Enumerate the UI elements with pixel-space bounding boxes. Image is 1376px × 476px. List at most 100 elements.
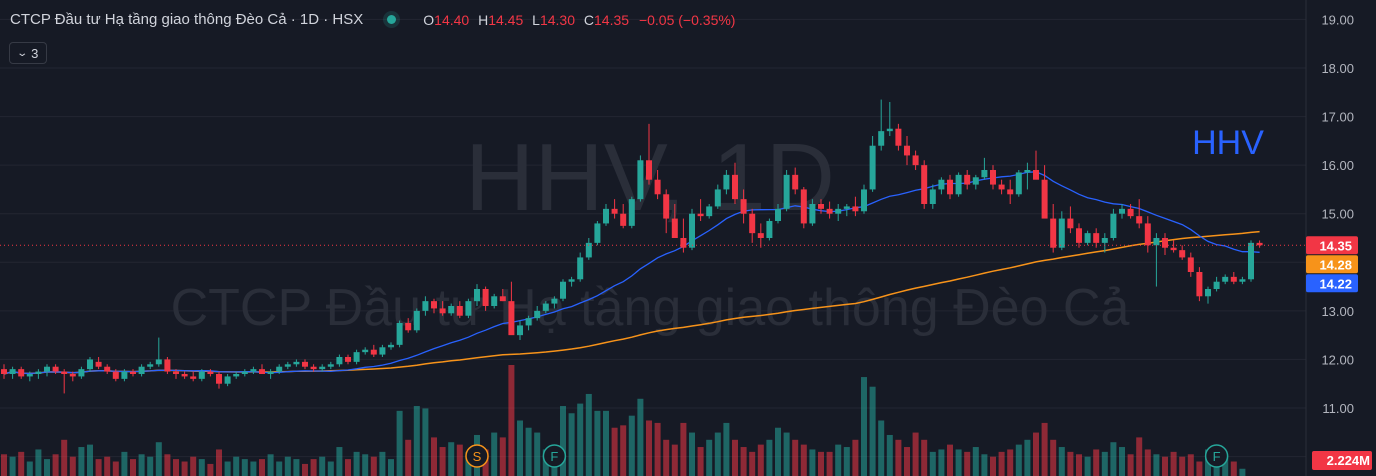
candle-body (972, 177, 979, 185)
candle-body (1041, 179, 1048, 219)
candle-body (628, 199, 635, 226)
volume-bar (1230, 461, 1237, 476)
indicators-toggle-button[interactable]: ⌄ 3 (9, 42, 47, 64)
volume-bar (405, 439, 412, 476)
candle-body (646, 160, 652, 180)
volume-bar (147, 456, 154, 476)
event-marker-label: S (473, 449, 482, 464)
candle-body (1205, 289, 1211, 297)
volume-bar (336, 447, 343, 476)
volume-bar (241, 459, 248, 476)
volume-bar (1127, 454, 1134, 476)
volume-bar (620, 425, 627, 476)
volume-bar (388, 459, 394, 476)
volume-bar (293, 459, 300, 476)
candle-body (327, 364, 334, 367)
candle-body (216, 374, 222, 384)
candle-body (104, 366, 111, 372)
candle-body (843, 206, 850, 209)
candle-body (1058, 218, 1065, 248)
volume-bar (78, 447, 85, 476)
candle-body (732, 174, 738, 200)
candle-body (998, 184, 1005, 190)
candle-body (603, 208, 609, 224)
volume-bar (818, 451, 824, 476)
volume-bar (431, 437, 437, 476)
volume-bar (250, 461, 257, 476)
volume-bar (929, 451, 936, 476)
volume-bar (87, 444, 93, 476)
volume-bar (852, 439, 859, 476)
price-badge-label: 14.35 (1319, 238, 1352, 253)
volume-bar (1179, 456, 1186, 476)
volume-bar (310, 459, 317, 476)
candle-body (87, 359, 93, 370)
volume-bar (379, 451, 386, 476)
candle-body (130, 371, 136, 374)
volume-bar (904, 447, 910, 476)
candle-body (190, 376, 197, 379)
volume-bar (835, 444, 842, 476)
volume-bar (413, 406, 420, 476)
candle-body (1187, 257, 1194, 272)
candle-body (250, 369, 257, 372)
candle-body (353, 352, 360, 362)
volume-bar (1144, 449, 1151, 476)
candle-body (585, 242, 592, 258)
volume-bar (173, 459, 179, 476)
candle-body (826, 208, 833, 214)
candle-body (818, 204, 824, 209)
volume-bar (912, 432, 919, 476)
volume-bar (1136, 437, 1143, 476)
candle-body (1119, 208, 1125, 214)
candle-body (551, 298, 558, 304)
candle-body (1110, 213, 1117, 238)
volume-bar (1076, 454, 1082, 476)
candle-body (757, 233, 764, 238)
event-marker-label: F (1213, 449, 1221, 464)
volume-bar (448, 442, 455, 476)
candle-body (508, 301, 515, 336)
candle-body (740, 199, 747, 214)
volume-bar (181, 461, 188, 476)
volume-bar (663, 439, 670, 476)
symbol-title[interactable]: CTCP Đầu tư Hạ tầng giao thông Đèo Cả · … (10, 11, 364, 28)
volume-bar (947, 444, 953, 476)
volume-bar (9, 456, 16, 476)
volume-bar (749, 451, 756, 476)
candle-body (1196, 272, 1203, 297)
volume-bar (706, 439, 713, 476)
candle-body (52, 366, 59, 372)
volume-bar (938, 449, 945, 476)
candle-body (577, 257, 584, 280)
volume-bar (861, 377, 867, 476)
volume-bar (456, 444, 463, 476)
volume-bar (628, 415, 635, 476)
volume-bar (104, 456, 111, 476)
volume-bar (697, 447, 704, 476)
volume-bar (637, 398, 644, 476)
volume-bar (155, 442, 162, 476)
volume-bar (491, 432, 498, 476)
volume-bar (1222, 454, 1229, 476)
candle-body (697, 213, 704, 217)
candle-body (9, 369, 16, 374)
volume-bar (61, 439, 68, 476)
volume-bar (1170, 451, 1177, 476)
price-badge (1306, 274, 1358, 293)
candle-body (379, 347, 386, 355)
candle-body (663, 194, 670, 219)
candle-body (35, 371, 42, 374)
candle-body (723, 174, 730, 190)
price-tick-label: 15.00 (1321, 207, 1354, 222)
candle-body (1213, 281, 1220, 289)
volume-bar (972, 447, 979, 476)
volume-bar (216, 449, 222, 476)
volume-bar (345, 459, 351, 476)
candle-body (456, 306, 463, 316)
candle-body (680, 238, 687, 248)
candle-body (233, 374, 240, 377)
candle-body (413, 310, 420, 331)
